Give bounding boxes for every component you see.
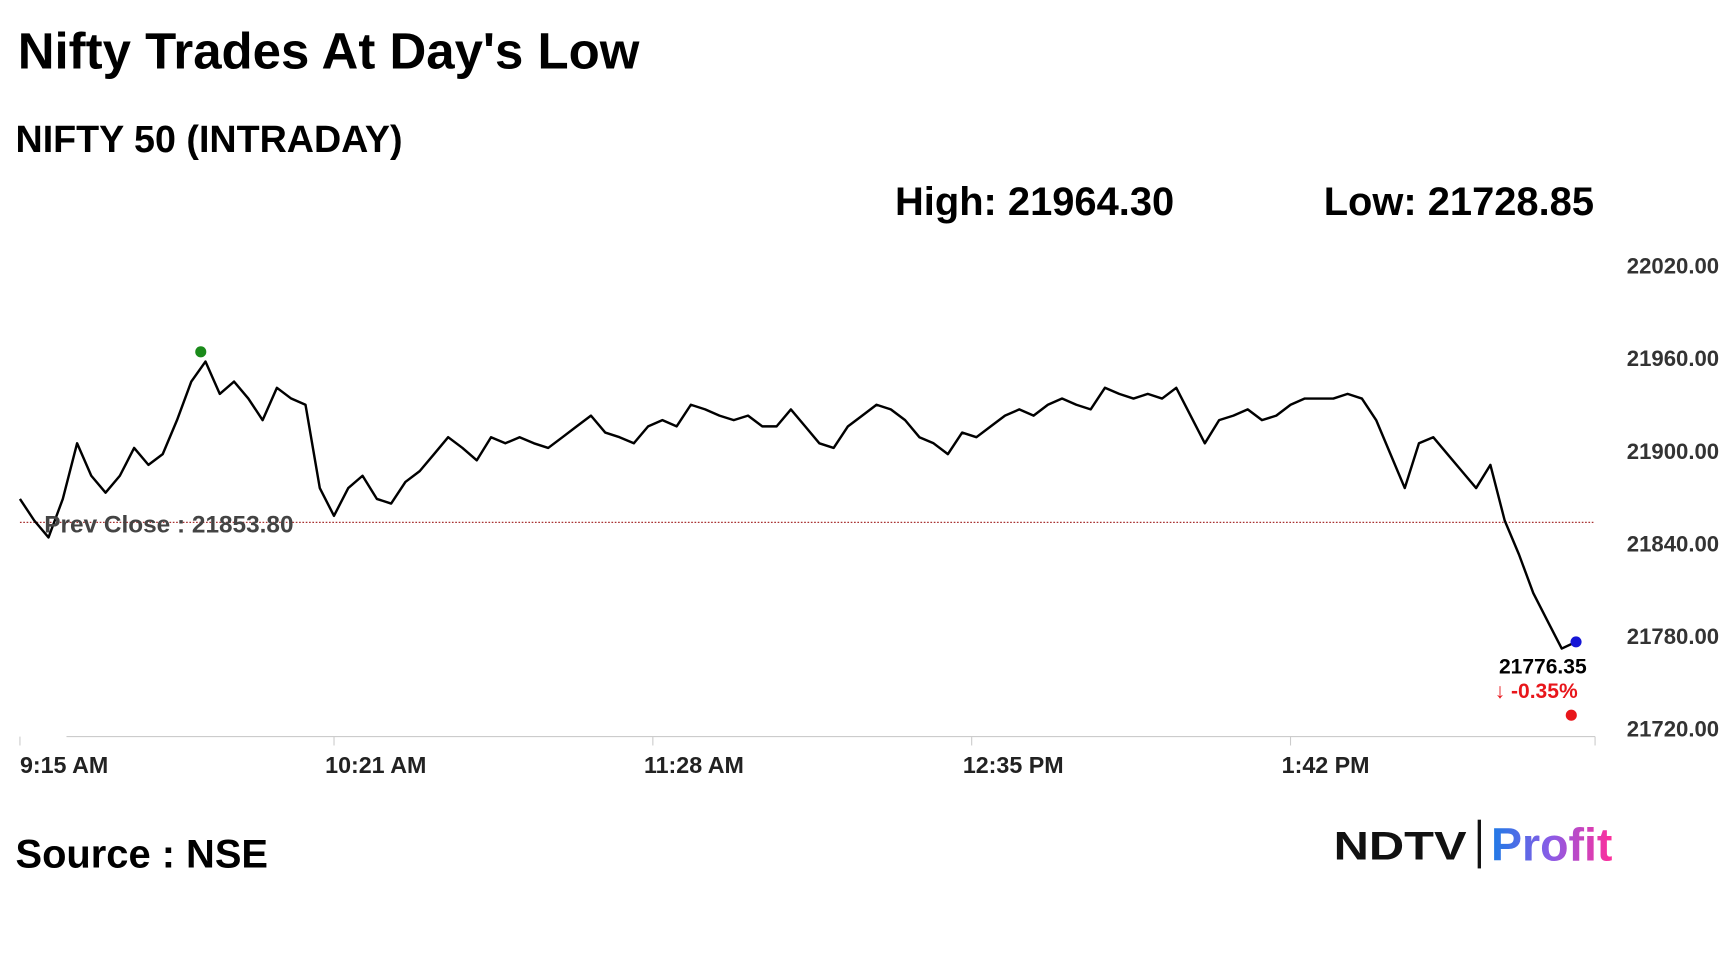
last-marker: [1570, 636, 1582, 648]
stat-marker: [1565, 709, 1577, 721]
logo-separator: [1477, 819, 1481, 869]
x-tick-label: 9:15 AM: [20, 752, 108, 778]
y-tick-label: 21840.00: [1627, 531, 1719, 556]
x-tick-label: 1:42 PM: [1282, 752, 1370, 778]
stat-value: 21728.85: [1428, 180, 1594, 224]
x-tick-label: 10:21 AM: [325, 752, 426, 778]
y-tick-label: 22020.00: [1627, 254, 1719, 279]
y-tick-label: 21900.00: [1627, 439, 1719, 464]
logo-product: Profit: [1491, 819, 1612, 871]
y-tick-label: 21720.00: [1627, 717, 1719, 742]
stat-marker: [195, 346, 207, 358]
logo: NDTV Profit: [1334, 819, 1613, 871]
stat: Low: 21728.85: [1324, 180, 1594, 224]
y-tick-label: 21960.00: [1627, 346, 1719, 371]
chart-subtitle: NIFTY 50 (INTRADAY): [16, 118, 403, 160]
stat-label: High:: [895, 180, 997, 224]
price-line: [18, 360, 1577, 650]
y-tick-label: 21780.00: [1627, 624, 1719, 649]
x-tick-label: 12:35 PM: [963, 752, 1064, 778]
prev-close-value: 21853.80: [192, 511, 294, 538]
stat: High: 21964.30: [895, 180, 1174, 224]
last-change-label: ↓ -0.35%: [1495, 680, 1578, 703]
prev-close-label: Prev Close : 21853.80: [44, 511, 293, 538]
stat-label: Low:: [1324, 180, 1417, 224]
last-value-label: 21776.35: [1499, 655, 1587, 678]
chart-title: Nifty Trades At Day's Low: [18, 23, 640, 80]
source: Source : NSE: [16, 832, 269, 876]
logo-brand: NDTV: [1334, 825, 1467, 869]
prev-close-text: Prev Close :: [44, 511, 185, 538]
stat-value: 21964.30: [1008, 180, 1174, 224]
x-tick-label: 11:28 AM: [644, 752, 744, 778]
